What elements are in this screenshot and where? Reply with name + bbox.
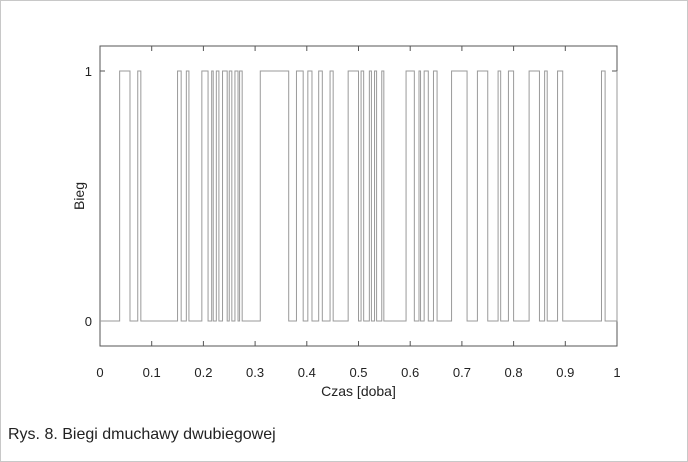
x-tick-label: 0.9: [556, 365, 574, 380]
x-axis: 0 0.1 0.2 0.3 0.4 0.5 0.6 0.7 0.8 0.9 1: [96, 46, 621, 380]
x-tick-label: 0.6: [401, 365, 419, 380]
x-axis-title: Czas [doba]: [321, 383, 396, 399]
y-axis: 01: [85, 64, 617, 329]
x-tick-label: 0.5: [349, 365, 367, 380]
x-tick-label: 0.8: [505, 365, 523, 380]
x-tick-label: 1: [613, 365, 620, 380]
x-tick-label: 0.2: [194, 365, 212, 380]
figure-caption: Rys. 8. Biegi dmuchawy dwubiegowej: [8, 426, 276, 443]
x-tick-label: 0.1: [143, 365, 161, 380]
x-tick-label: 0: [96, 365, 103, 380]
y-tick-label: 1: [85, 64, 92, 79]
x-tick-label: 0.4: [298, 365, 316, 380]
y-axis-title: Bieg: [71, 182, 87, 210]
y-tick-label: 0: [85, 314, 92, 329]
step-chart: 0 0.1 0.2 0.3 0.4 0.5 0.6 0.7 0.8 0.9 1 01 Czas [d…: [71, 45, 621, 399]
series-line: [100, 70, 618, 322]
x-tick-label: 0.7: [453, 365, 471, 380]
x-tick-label: 0.3: [246, 365, 264, 380]
